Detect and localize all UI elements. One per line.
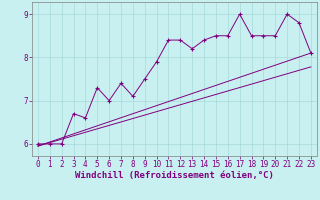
X-axis label: Windchill (Refroidissement éolien,°C): Windchill (Refroidissement éolien,°C) [75, 171, 274, 180]
